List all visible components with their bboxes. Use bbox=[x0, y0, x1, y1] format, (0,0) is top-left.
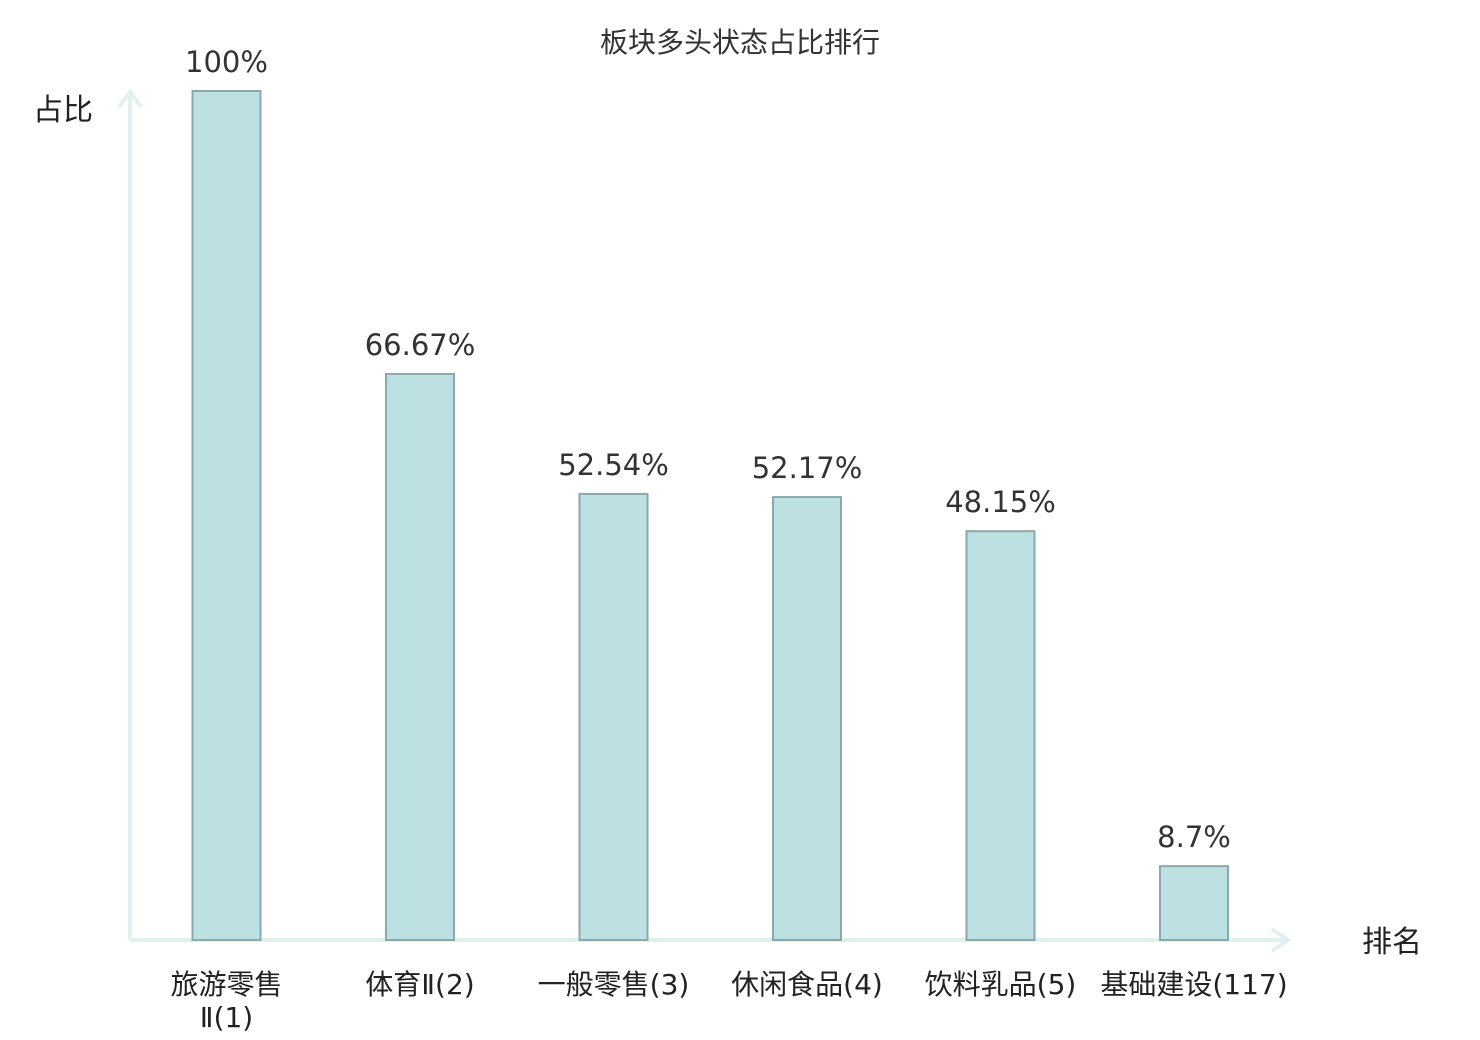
bar-value-label: 8.7% bbox=[1157, 820, 1231, 854]
bar bbox=[578, 492, 649, 941]
category-label-line: 体育Ⅱ(2) bbox=[365, 968, 474, 1001]
category-label-line: 基础建设(117) bbox=[1100, 968, 1287, 1001]
category-tick-label: 饮料乳品(5) bbox=[925, 968, 1077, 1001]
category-label-line: 休闲食品(4) bbox=[731, 968, 883, 1001]
category-tick-label: 体育Ⅱ(2) bbox=[365, 968, 474, 1001]
bar-value-label: 100% bbox=[185, 45, 268, 79]
category-label-line: 一般零售(3) bbox=[538, 968, 690, 1001]
category-tick-label: 一般零售(3) bbox=[538, 968, 690, 1001]
chart-title: 板块多头状态占比排行 bbox=[600, 26, 880, 59]
x-axis-arrow-icon bbox=[1270, 927, 1292, 953]
y-axis-arrow-icon bbox=[117, 88, 143, 109]
y-axis-label: 占比 bbox=[33, 93, 93, 128]
category-tick-label: 旅游零售 Ⅱ(1) bbox=[170, 968, 282, 1034]
axes bbox=[117, 88, 1292, 953]
category-tick-label: 休闲食品(4) bbox=[731, 968, 883, 1001]
category-label-line: 饮料乳品(5) bbox=[925, 968, 1077, 1001]
bar bbox=[772, 496, 842, 941]
bar-value-label: 52.17% bbox=[752, 451, 863, 485]
category-labels-group: 旅游零售 Ⅱ(1) 体育Ⅱ(2) 一般零售(3) 休闲食品(4) 饮料乳品(5) 基础建设(… bbox=[170, 968, 1287, 1034]
x-axis-label: 排名 bbox=[1362, 925, 1422, 960]
bar-value-label: 48.15% bbox=[945, 485, 1056, 519]
bars-group bbox=[191, 90, 1229, 942]
bar bbox=[385, 372, 455, 942]
bar bbox=[965, 530, 1036, 941]
value-labels-group: 100% 66.67% 52.54% 52.17% 48.15% 8.7% bbox=[185, 45, 1231, 854]
category-label-line: 旅游零售 bbox=[170, 968, 282, 1001]
category-label-line: Ⅱ(1) bbox=[200, 1001, 253, 1034]
category-tick-label: 基础建设(117) bbox=[1100, 968, 1287, 1001]
bar-value-label: 66.67% bbox=[365, 328, 476, 362]
bar-value-label: 52.54% bbox=[558, 448, 669, 482]
bar bbox=[191, 90, 262, 941]
bar bbox=[1159, 865, 1229, 942]
